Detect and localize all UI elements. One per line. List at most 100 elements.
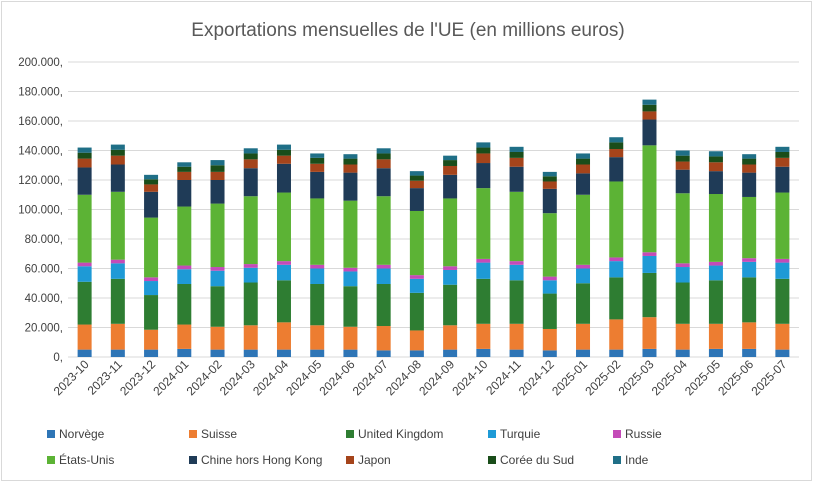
y-tick-label: 140.000,: [18, 146, 63, 158]
bar-segment: [609, 349, 624, 357]
bar-segment: [443, 349, 458, 357]
bar-segment: [476, 348, 491, 357]
bar-segment: [775, 146, 790, 152]
legend-swatch: [613, 430, 621, 438]
bar-segment: [509, 146, 524, 152]
bar-segment: [576, 268, 591, 284]
bar-segment: [642, 119, 657, 146]
bar-segment: [177, 348, 192, 357]
bar-segment: [210, 267, 225, 271]
bar-segment: [542, 176, 557, 182]
bar-segment: [576, 264, 591, 269]
bar-segment: [409, 171, 424, 176]
bar-stack: [376, 148, 391, 357]
bar-segment: [243, 153, 258, 160]
bar-segment: [476, 142, 491, 148]
bar-segment: [210, 203, 225, 268]
bar-segment: [243, 196, 258, 265]
bar-segment: [642, 104, 657, 112]
bar-segment: [110, 144, 125, 150]
bar-segment: [576, 158, 591, 165]
legend-swatch: [346, 456, 354, 464]
bar-segment: [276, 349, 291, 357]
bar-segment: [542, 293, 557, 329]
x-tick-label: 2025-01: [549, 357, 590, 398]
bar-segment: [675, 169, 690, 194]
bar-segment: [476, 278, 491, 324]
legend-swatch: [47, 456, 55, 464]
bar-segment: [77, 167, 92, 195]
legend-item: Chine hors Hong Kong: [189, 453, 322, 467]
bar-segment: [110, 164, 125, 192]
bar-segment: [409, 330, 424, 351]
bar-segment: [675, 193, 690, 264]
bar-segment: [708, 280, 723, 324]
bar-segment: [542, 188, 557, 214]
legend-swatch: [488, 430, 496, 438]
bar-segment: [110, 259, 125, 264]
bar-stack: [243, 148, 258, 357]
bar-segment: [542, 213, 557, 277]
y-tick-label: 200.000,: [18, 57, 63, 69]
bar-segment: [675, 323, 690, 350]
bar-segment: [77, 324, 92, 350]
bar-segment: [443, 284, 458, 326]
x-tick-label: 2025-04: [649, 357, 690, 398]
bar-segment: [576, 283, 591, 324]
bar-segment: [775, 278, 790, 324]
bar-segment: [77, 158, 92, 168]
bar-segment: [144, 174, 159, 180]
bar-segment: [144, 179, 159, 185]
bar-segment: [542, 280, 557, 294]
bar-segment: [310, 283, 325, 326]
bar-segment: [343, 267, 358, 272]
x-tick-label: 2024-03: [217, 357, 258, 398]
bar-segment: [775, 151, 790, 158]
bar-stack: [642, 99, 657, 357]
bar-segment: [708, 151, 723, 157]
bar-segment: [310, 349, 325, 357]
bar-segment: [609, 277, 624, 320]
bar-segment: [210, 349, 225, 357]
bar-segment: [609, 149, 624, 158]
bar-stack: [775, 146, 790, 357]
bar-segment: [177, 162, 192, 167]
bar-segment: [742, 277, 757, 323]
bar-segment: [708, 265, 723, 281]
bar-segment: [77, 152, 92, 159]
bar-segment: [343, 271, 358, 287]
y-tick-label: 40.000,: [25, 293, 63, 305]
bar-segment: [276, 155, 291, 164]
legend-swatch: [613, 456, 621, 464]
bar-segment: [210, 180, 225, 204]
y-axis-ticks: 0, 20.000, 40.000, 60.000, 80.000, 100.000, 12…: [18, 57, 63, 364]
bar-segment: [742, 196, 757, 259]
x-tick-label: 2024-06: [317, 357, 358, 398]
legend-item: Norvège: [47, 427, 105, 441]
bar-segment: [509, 166, 524, 192]
bar-segment: [276, 192, 291, 262]
y-tick-label: 180.000,: [18, 87, 63, 99]
bar-segment: [243, 325, 258, 350]
bar-segment: [376, 159, 391, 169]
bar-segment: [243, 148, 258, 154]
bar-segment: [443, 155, 458, 161]
bar-segment: [243, 282, 258, 326]
bar-segment: [742, 172, 757, 197]
bar-segment: [675, 267, 690, 283]
bar-segment: [177, 206, 192, 266]
bar-segment: [144, 349, 159, 357]
bar-stack: [144, 174, 159, 357]
bar-segment: [609, 157, 624, 182]
bar-segment: [443, 165, 458, 175]
bar-segment: [210, 160, 225, 166]
bar-segment: [642, 348, 657, 357]
bar-segment: [276, 149, 291, 156]
bar-segment: [243, 264, 258, 268]
bar-segment: [144, 184, 159, 192]
bar-segment: [642, 317, 657, 349]
bar-segment: [775, 192, 790, 259]
bar-segment: [343, 154, 358, 159]
legend-label: Russie: [625, 427, 662, 441]
bar-segment: [409, 175, 424, 181]
